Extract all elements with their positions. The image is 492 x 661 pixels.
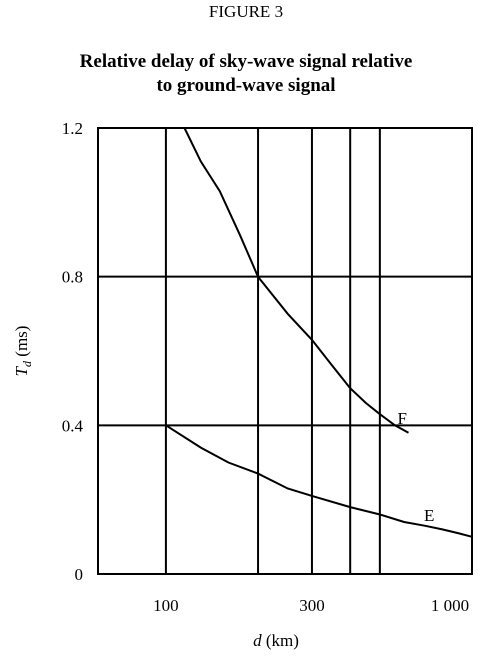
y-axis-label: Td (ms) xyxy=(12,326,34,377)
x-tick-label: 300 xyxy=(299,596,325,615)
series-layer: FE xyxy=(165,127,473,538)
x-axis-label-var: d xyxy=(253,631,262,650)
x-tick-label: 100 xyxy=(153,596,179,615)
y-axis-label-var: T xyxy=(12,365,31,376)
figure-label: FIGURE 3 xyxy=(208,2,284,21)
chart-title: Relative delay of sky-wave signal relati… xyxy=(0,50,492,98)
x-axis-label-unit: (km) xyxy=(262,631,299,650)
x-tick-label: 1 000 xyxy=(431,596,469,615)
x-axis-label: d (km) xyxy=(253,631,299,650)
y-tick-label: 0.4 xyxy=(62,416,84,435)
series-line-e xyxy=(165,424,473,538)
plot-frame xyxy=(97,127,473,575)
chart-title-line-2: to ground-wave signal xyxy=(156,75,336,96)
y-tick-label: 0.8 xyxy=(62,268,83,287)
y-axis-label-unit: (ms) xyxy=(12,326,31,361)
grid xyxy=(98,128,472,574)
y-tick-label: 1.2 xyxy=(62,119,83,138)
series-label-f: F xyxy=(397,409,406,428)
tick-labels: 100 300 1 000 0 0.4 0.8 1.2 xyxy=(62,119,469,615)
series-label-e: E xyxy=(424,506,434,525)
series-line-f xyxy=(183,127,409,434)
chart-title-line-1: Relative delay of sky-wave signal relati… xyxy=(79,51,413,72)
y-tick-label: 0 xyxy=(75,565,84,584)
y-axis-label-sub: d xyxy=(20,360,34,367)
